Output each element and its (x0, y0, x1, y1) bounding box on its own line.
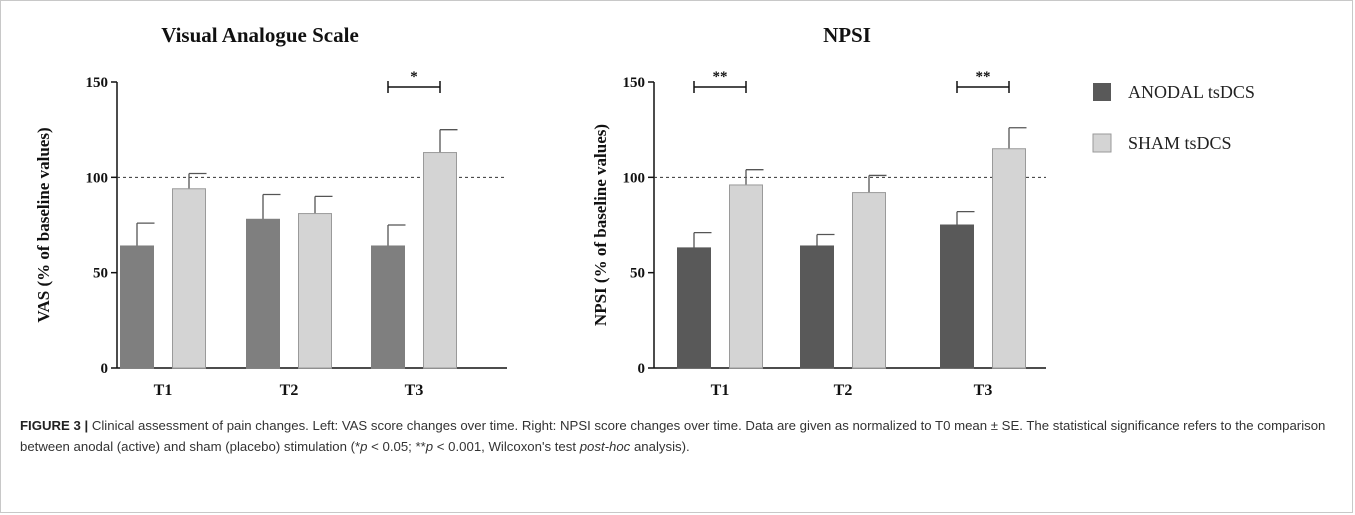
bar-anodal-t3 (371, 245, 405, 369)
bar-sham-t3 (423, 152, 457, 369)
legend: ANODAL tsDCS SHAM tsDCS (1092, 82, 1255, 153)
y-tick-label: 0 (101, 361, 109, 377)
caption-posthoc: post-hoc (579, 439, 631, 454)
bar-sham-t2 (852, 192, 886, 369)
bar-sham-t2 (298, 213, 332, 369)
bar-anodal-t1 (120, 245, 154, 369)
significance-label: ** (713, 69, 728, 85)
bar-sham-t3 (992, 148, 1026, 369)
chart-title: NPSI (823, 23, 871, 47)
y-axis-label: VAS (% of baseline values) (34, 127, 53, 322)
legend-swatch-anodal (1093, 83, 1111, 101)
y-axis-label: NPSI (% of baseline values) (591, 124, 610, 326)
y-tick-label: 50 (630, 266, 645, 282)
bar-anodal-t3 (940, 224, 974, 369)
bar-anodal-t1 (677, 247, 711, 369)
x-tick-label: T3 (405, 382, 424, 399)
npsi-chart: NPSI NPSI (% of baseline values) 0 50 100 1… (591, 23, 1046, 399)
caption-p-2: p (425, 439, 434, 454)
caption-figure-label: FIGURE 3 | (20, 418, 89, 433)
caption-text-2: < 0.05; ** (367, 439, 426, 454)
chart-title: Visual Analogue Scale (161, 23, 359, 47)
caption-text-4: analysis). (630, 439, 690, 454)
caption-text-1: Clinical assessment of pain changes. Lef… (20, 418, 1326, 454)
significance-label: * (410, 69, 418, 85)
caption-p-1: p (360, 439, 368, 454)
bar-anodal-t2 (800, 245, 834, 369)
caption-text-3: < 0.001, Wilcoxon's test (433, 439, 580, 454)
bar-anodal-t2 (246, 218, 280, 369)
vas-chart: Visual Analogue Scale VAS (% of baseline… (34, 23, 507, 399)
y-tick-label: 150 (86, 75, 109, 91)
y-tick-label: 150 (623, 75, 646, 91)
bar-sham-t1 (172, 188, 206, 369)
legend-swatch-sham (1092, 133, 1112, 153)
x-tick-label: T3 (974, 382, 993, 399)
x-tick-label: T2 (280, 382, 299, 399)
y-tick-label: 100 (86, 170, 109, 186)
y-tick-label: 100 (623, 170, 646, 186)
bar-sham-t1 (729, 184, 763, 369)
x-tick-label: T1 (154, 382, 173, 399)
legend-label-anodal: ANODAL tsDCS (1128, 82, 1255, 102)
y-tick-label: 50 (93, 266, 108, 282)
significance-label: ** (976, 69, 991, 85)
figure-caption: FIGURE 3 | Clinical assessment of pain c… (20, 415, 1330, 457)
x-tick-label: T2 (834, 382, 853, 399)
x-tick-label: T1 (711, 382, 730, 399)
legend-label-sham: SHAM tsDCS (1128, 133, 1232, 153)
y-tick-label: 0 (638, 361, 646, 377)
